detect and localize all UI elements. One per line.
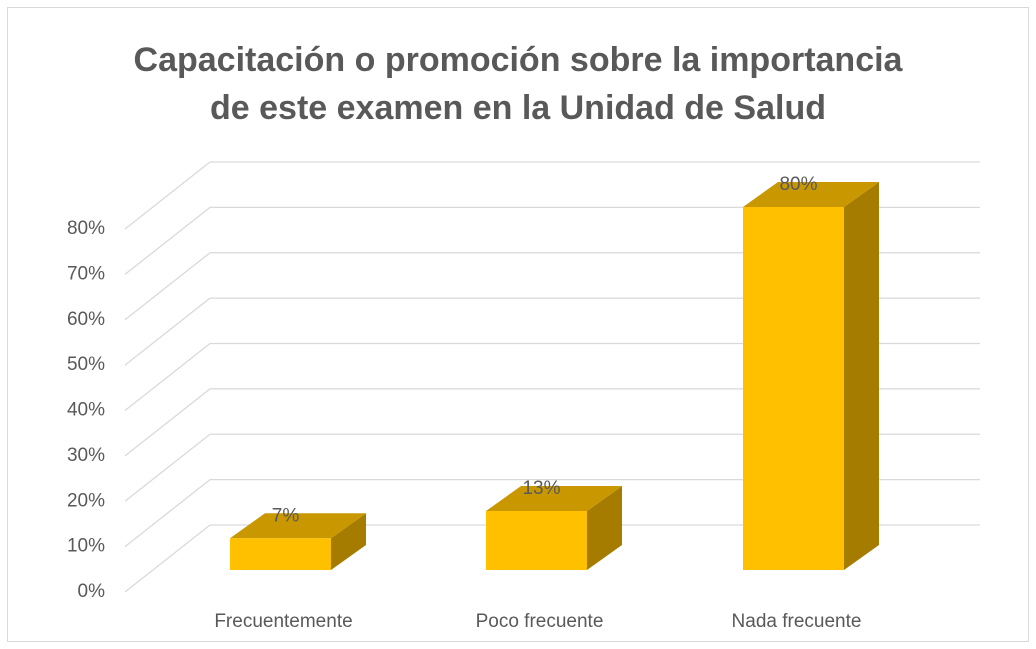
y-tick-label: 40% — [67, 400, 105, 421]
bar-top — [743, 182, 879, 207]
data-label: 80% — [779, 174, 817, 195]
grid-line-side — [124, 479, 211, 548]
grid-line-side — [124, 161, 211, 230]
bar-side — [587, 486, 622, 570]
grid-line-side — [124, 388, 211, 457]
grid-line-side — [124, 206, 211, 275]
grid-line-side — [124, 342, 211, 412]
y-tick-label: 10% — [67, 536, 105, 557]
y-tick-label: 50% — [67, 354, 105, 375]
x-tick-label: Nada frecuente — [732, 611, 862, 632]
grid-line-side — [124, 433, 211, 502]
bar — [743, 207, 844, 570]
grid-line-side — [124, 252, 211, 321]
bar-top — [230, 513, 366, 539]
data-label: 7% — [272, 505, 300, 526]
x-tick-label: Poco frecuente — [476, 611, 604, 632]
grid-line-side — [124, 524, 211, 593]
bar-top — [486, 486, 622, 512]
y-tick-label: 30% — [67, 445, 105, 466]
bar — [230, 538, 331, 570]
y-tick-label: 60% — [67, 309, 105, 330]
chart-title: Capacitación o promoción sobre la import… — [133, 41, 903, 127]
y-tick-label: 20% — [67, 490, 105, 511]
bar — [486, 511, 587, 570]
y-tick-label: 70% — [67, 263, 105, 284]
bar-side — [331, 513, 366, 570]
data-label: 13% — [522, 478, 560, 499]
y-tick-label: 80% — [67, 218, 105, 239]
y-tick-label: 0% — [78, 581, 106, 602]
grid-line-side — [124, 297, 211, 366]
x-tick-label: Frecuentemente — [214, 611, 352, 632]
bar-side — [844, 182, 879, 570]
